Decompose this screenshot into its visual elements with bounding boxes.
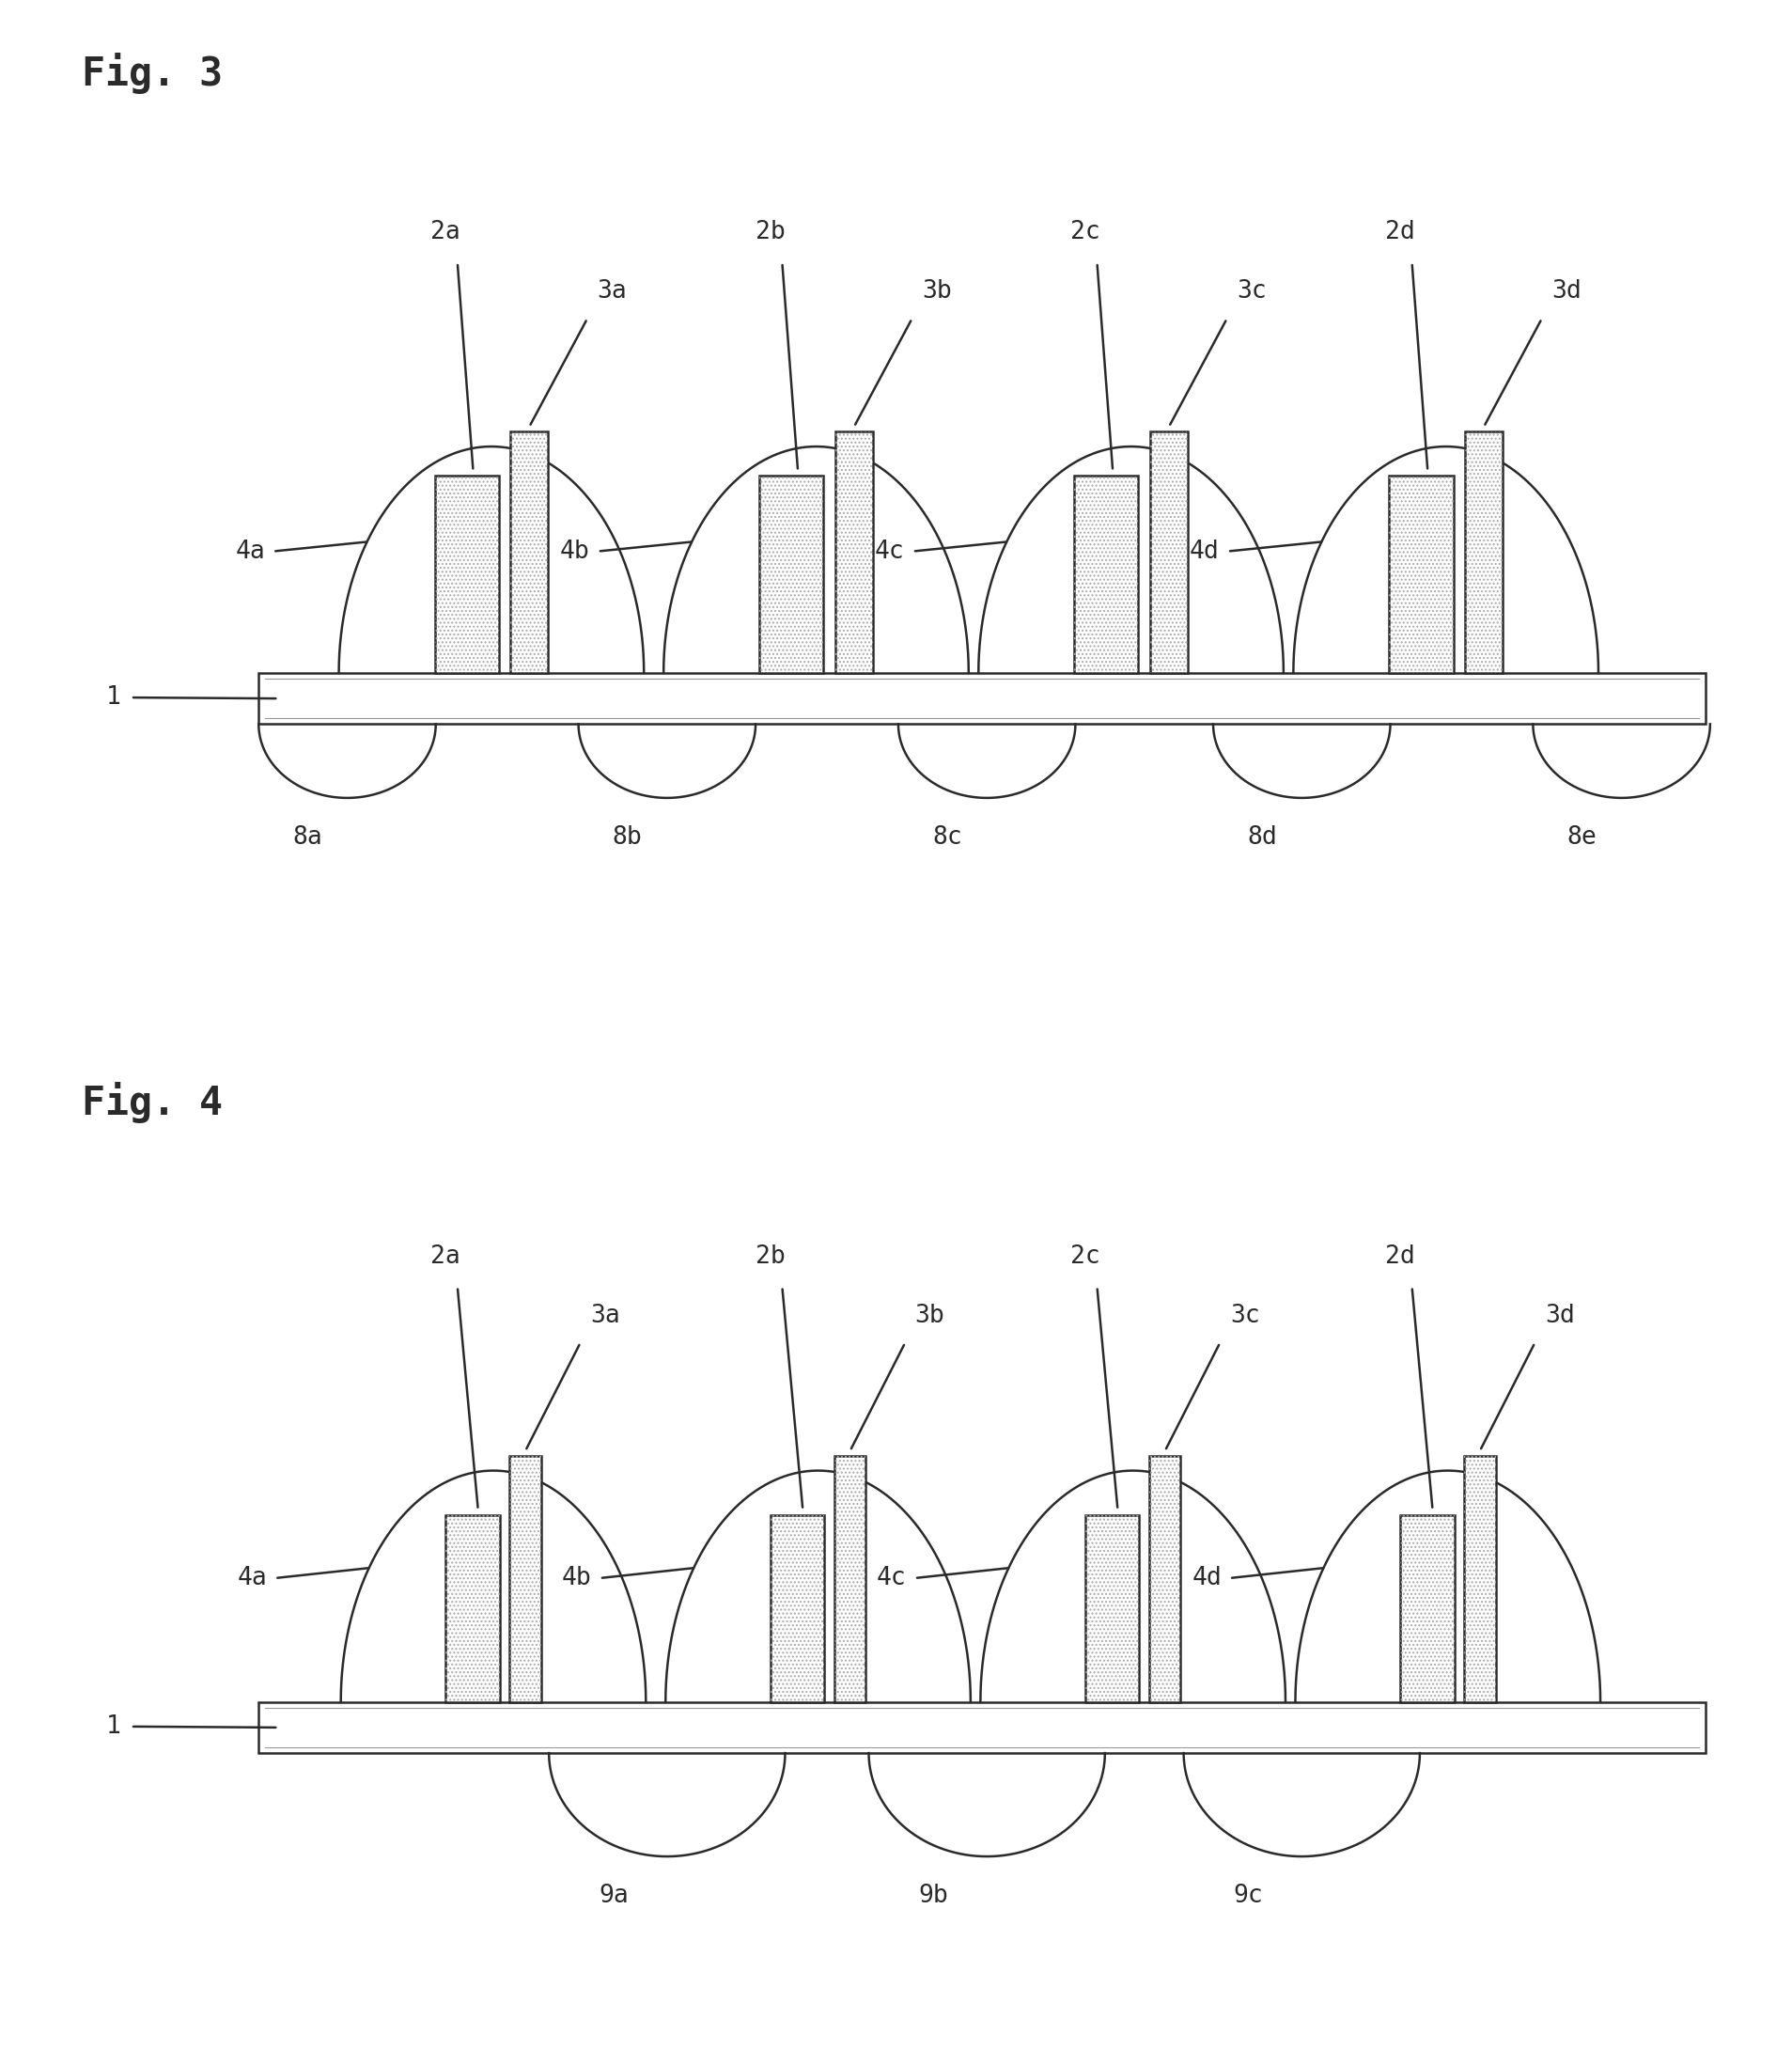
Bar: [258, 1702, 1706, 1753]
Text: 8e: 8e: [1566, 826, 1597, 851]
Text: 8d: 8d: [1247, 826, 1278, 851]
Text: 2a: 2a: [430, 219, 461, 244]
Bar: [1150, 433, 1188, 672]
Text: 3c: 3c: [1236, 279, 1267, 303]
Text: 9b: 9b: [919, 1884, 948, 1909]
Bar: [511, 433, 548, 672]
Bar: [1389, 476, 1453, 672]
Bar: [760, 476, 824, 672]
Bar: [1389, 476, 1453, 672]
Text: 4b: 4b: [559, 539, 590, 564]
Bar: [771, 1515, 824, 1702]
Text: 2b: 2b: [756, 219, 785, 244]
Text: 4c: 4c: [874, 539, 905, 564]
Text: 3a: 3a: [590, 1304, 620, 1328]
Text: 2b: 2b: [756, 1244, 785, 1269]
Bar: [446, 1515, 500, 1702]
Bar: [258, 672, 1706, 724]
Text: 4a: 4a: [237, 1566, 267, 1591]
Bar: [771, 1515, 824, 1702]
Bar: [1400, 1515, 1455, 1702]
Bar: [1464, 1456, 1496, 1702]
Text: 4b: 4b: [563, 1566, 591, 1591]
Text: 2a: 2a: [430, 1244, 461, 1269]
Bar: [760, 476, 824, 672]
Bar: [835, 433, 873, 672]
Text: Fig. 4: Fig. 4: [81, 1082, 222, 1123]
Bar: [1086, 1515, 1140, 1702]
Text: 3b: 3b: [916, 1304, 944, 1328]
Text: 8c: 8c: [932, 826, 962, 851]
Text: 1: 1: [106, 685, 120, 709]
Bar: [1149, 1456, 1181, 1702]
Text: 4a: 4a: [235, 539, 265, 564]
Bar: [835, 1456, 866, 1702]
Text: 2d: 2d: [1385, 1244, 1416, 1269]
Bar: [835, 433, 873, 672]
Bar: [435, 476, 498, 672]
Bar: [446, 1515, 500, 1702]
Text: 3c: 3c: [1229, 1304, 1260, 1328]
Text: 3a: 3a: [597, 279, 627, 303]
Text: 9c: 9c: [1233, 1884, 1263, 1909]
Text: 3d: 3d: [1552, 279, 1582, 303]
Bar: [1150, 433, 1188, 672]
Bar: [1466, 433, 1502, 672]
Text: 3d: 3d: [1545, 1304, 1575, 1328]
Bar: [509, 1456, 541, 1702]
Bar: [509, 1456, 541, 1702]
Bar: [1464, 1456, 1496, 1702]
Bar: [1086, 1515, 1140, 1702]
Bar: [1075, 476, 1138, 672]
Text: 2d: 2d: [1385, 219, 1416, 244]
Bar: [1400, 1515, 1455, 1702]
Text: 1: 1: [106, 1714, 120, 1738]
Bar: [511, 433, 548, 672]
Text: 9a: 9a: [599, 1884, 629, 1909]
Text: 2c: 2c: [1070, 1244, 1100, 1269]
Text: 2c: 2c: [1070, 219, 1100, 244]
Bar: [1466, 433, 1502, 672]
Text: 8a: 8a: [292, 826, 323, 851]
Bar: [435, 476, 498, 672]
Text: 4c: 4c: [876, 1566, 907, 1591]
Bar: [1149, 1456, 1181, 1702]
Text: 4d: 4d: [1192, 1566, 1222, 1591]
Text: Fig. 3: Fig. 3: [81, 53, 222, 94]
Text: 4d: 4d: [1190, 539, 1220, 564]
Bar: [835, 1456, 866, 1702]
Text: 3b: 3b: [921, 279, 952, 303]
Bar: [1075, 476, 1138, 672]
Text: 8b: 8b: [613, 826, 642, 851]
